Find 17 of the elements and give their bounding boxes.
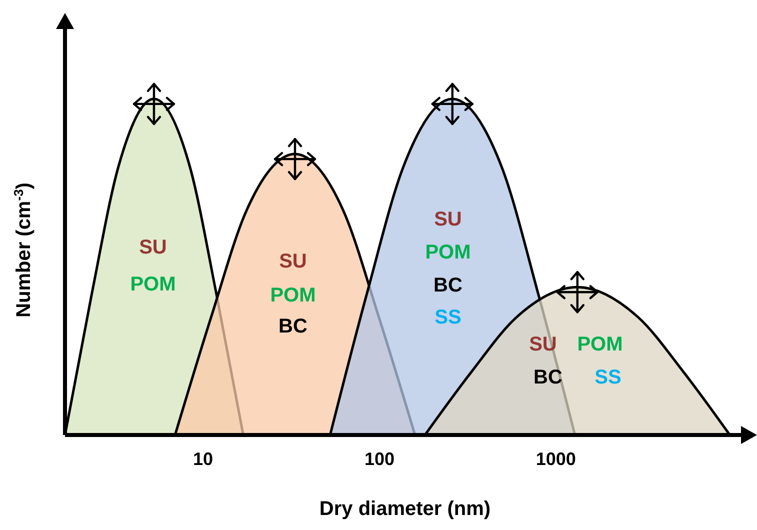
annotation: BC bbox=[434, 274, 462, 296]
x-tick-label: 100 bbox=[364, 449, 394, 469]
annotation: SU bbox=[139, 236, 167, 258]
x-tick-label: 1000 bbox=[536, 449, 576, 469]
annotation: BC bbox=[534, 366, 562, 388]
annotation: BC bbox=[278, 315, 308, 338]
annotation: SU bbox=[279, 250, 307, 272]
annotation: POM bbox=[270, 284, 316, 306]
annotation: SS bbox=[434, 306, 462, 328]
x-axis-title: Dry diameter (nm) bbox=[319, 498, 491, 520]
x-tick-label: 10 bbox=[193, 449, 214, 469]
annotation: POM bbox=[425, 241, 471, 264]
annotation: POM bbox=[577, 333, 623, 356]
annotation: SU bbox=[434, 208, 462, 230]
annotation: SS bbox=[594, 366, 622, 388]
annotation: SU bbox=[529, 333, 557, 356]
annotation: POM bbox=[130, 273, 176, 296]
